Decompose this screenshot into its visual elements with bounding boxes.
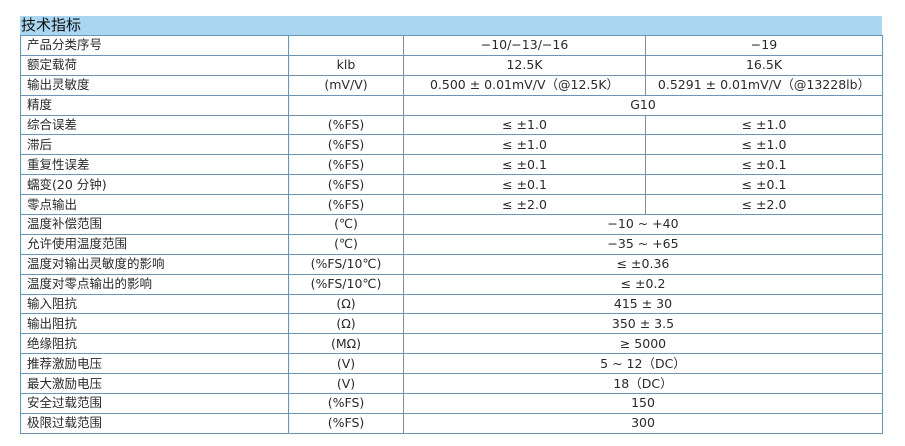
row-value-model-2: ≤ ±1.0 xyxy=(645,134,883,156)
row-unit xyxy=(288,35,404,56)
row-value: ≤ ±0.2 xyxy=(403,273,883,295)
row-value-model-2: ≤ ±0.1 xyxy=(645,174,883,196)
table-row: 蠕变(20 分钟) (%FS) ≤ ±0.1 ≤ ±0.1 xyxy=(20,174,883,196)
row-unit xyxy=(288,94,404,116)
row-unit: (%FS/10℃) xyxy=(288,253,404,275)
table-row: 最大激励电压 (V) 18（DC） xyxy=(20,373,883,395)
row-value: ≥ 5000 xyxy=(403,333,883,355)
table-row: 滞后 (%FS) ≤ ±1.0 ≤ ±1.0 xyxy=(20,134,883,156)
table-row: 温度对输出灵敏度的影响 (%FS/10℃) ≤ ±0.36 xyxy=(20,253,883,275)
row-value-model-1: ≤ ±1.0 xyxy=(403,114,646,136)
row-unit: (V) xyxy=(288,353,404,375)
table-row: 零点输出 (%FS) ≤ ±2.0 ≤ ±2.0 xyxy=(20,194,883,216)
row-value: 350 ± 3.5 xyxy=(403,313,883,335)
row-label: 输出灵敏度 xyxy=(20,74,289,96)
row-unit: (℃) xyxy=(288,233,404,255)
table-row: 输出灵敏度 (mV/V) 0.500 ± 0.01mV/V（@12.5K） 0.529… xyxy=(20,74,883,96)
row-label: 允许使用温度范围 xyxy=(20,233,289,255)
table-row: 推荐激励电压 (V) 5 ~ 12（DC） xyxy=(20,353,883,375)
row-value: 18（DC） xyxy=(403,373,883,395)
table-row: 允许使用温度范围 (℃) −35 ~ +65 xyxy=(20,233,883,255)
row-label: 额定载荷 xyxy=(20,54,289,76)
spec-table: 产品分类序号 −10/−13/−16 −19 额定载荷 klb 12.5K 16.5K 输出灵… xyxy=(20,35,883,434)
row-label: 重复性误差 xyxy=(20,154,289,176)
row-label: 产品分类序号 xyxy=(20,35,289,56)
row-label: 温度对零点输出的影响 xyxy=(20,273,289,295)
row-value-model-2: 0.5291 ± 0.01mV/V（@13228lb） xyxy=(645,74,883,96)
table-row: 输出阻抗 (Ω) 350 ± 3.5 xyxy=(20,313,883,335)
row-unit: (%FS) xyxy=(288,174,404,196)
row-label: 蠕变(20 分钟) xyxy=(20,174,289,196)
row-label: 输入阻抗 xyxy=(20,293,289,315)
row-value-model-2: −19 xyxy=(645,35,883,56)
row-value: G10 xyxy=(403,94,883,116)
table-row: 精度 G10 xyxy=(20,94,883,116)
row-unit: (℃) xyxy=(288,214,404,235)
row-label: 极限过载范围 xyxy=(20,412,289,434)
table-row: 极限过载范围 (%FS) 300 xyxy=(20,412,883,434)
row-value-model-2: 16.5K xyxy=(645,54,883,76)
row-label: 推荐激励电压 xyxy=(20,353,289,375)
row-label: 精度 xyxy=(20,94,289,116)
row-value-model-2: ≤ ±1.0 xyxy=(645,114,883,136)
row-value: 5 ~ 12（DC） xyxy=(403,353,883,375)
table-row: 综合误差 (%FS) ≤ ±1.0 ≤ ±1.0 xyxy=(20,114,883,136)
table-row: 产品分类序号 −10/−13/−16 −19 xyxy=(20,35,883,56)
table-row: 安全过载范围 (%FS) 150 xyxy=(20,393,883,414)
section-header: 技术指标 xyxy=(20,16,882,35)
row-label: 温度对输出灵敏度的影响 xyxy=(20,253,289,275)
row-value: 150 xyxy=(403,393,883,414)
row-value-model-1: −10/−13/−16 xyxy=(403,35,646,56)
row-unit: (Ω) xyxy=(288,293,404,315)
row-unit: (%FS) xyxy=(288,114,404,136)
row-unit: (MΩ) xyxy=(288,333,404,355)
row-value-model-1: ≤ ±1.0 xyxy=(403,134,646,156)
row-value: 300 xyxy=(403,412,883,434)
row-unit: (Ω) xyxy=(288,313,404,335)
table-row: 重复性误差 (%FS) ≤ ±0.1 ≤ ±0.1 xyxy=(20,154,883,176)
table-row: 温度对零点输出的影响 (%FS/10℃) ≤ ±0.2 xyxy=(20,273,883,295)
row-value-model-1: ≤ ±0.1 xyxy=(403,154,646,176)
row-unit: (V) xyxy=(288,373,404,395)
row-value-model-2: ≤ ±0.1 xyxy=(645,154,883,176)
row-label: 零点输出 xyxy=(20,194,289,216)
row-label: 温度补偿范围 xyxy=(20,214,289,235)
row-value-model-1: 12.5K xyxy=(403,54,646,76)
row-value-model-2: ≤ ±2.0 xyxy=(645,194,883,216)
row-label: 绝缘阻抗 xyxy=(20,333,289,355)
table-row: 额定载荷 klb 12.5K 16.5K xyxy=(20,54,883,76)
section-title: 技术指标 xyxy=(21,16,82,34)
row-value-model-1: ≤ ±0.1 xyxy=(403,174,646,196)
row-unit: (%FS) xyxy=(288,412,404,434)
row-value: 415 ± 30 xyxy=(403,293,883,315)
row-value: −35 ~ +65 xyxy=(403,233,883,255)
table-row: 输入阻抗 (Ω) 415 ± 30 xyxy=(20,293,883,315)
table-row: 绝缘阻抗 (MΩ) ≥ 5000 xyxy=(20,333,883,355)
row-value-model-1: 0.500 ± 0.01mV/V（@12.5K） xyxy=(403,74,646,96)
row-label: 安全过载范围 xyxy=(20,393,289,414)
row-unit: (%FS) xyxy=(288,154,404,176)
row-unit: (%FS/10℃) xyxy=(288,273,404,295)
row-label: 最大激励电压 xyxy=(20,373,289,395)
row-label: 滞后 xyxy=(20,134,289,156)
row-label: 综合误差 xyxy=(20,114,289,136)
row-unit: klb xyxy=(288,54,404,76)
row-value: −10 ~ +40 xyxy=(403,214,883,235)
row-value: ≤ ±0.36 xyxy=(403,253,883,275)
table-row: 温度补偿范围 (℃) −10 ~ +40 xyxy=(20,214,883,235)
row-label: 输出阻抗 xyxy=(20,313,289,335)
row-value-model-1: ≤ ±2.0 xyxy=(403,194,646,216)
row-unit: (%FS) xyxy=(288,134,404,156)
row-unit: (mV/V) xyxy=(288,74,404,96)
row-unit: (%FS) xyxy=(288,393,404,414)
row-unit: (%FS) xyxy=(288,194,404,216)
